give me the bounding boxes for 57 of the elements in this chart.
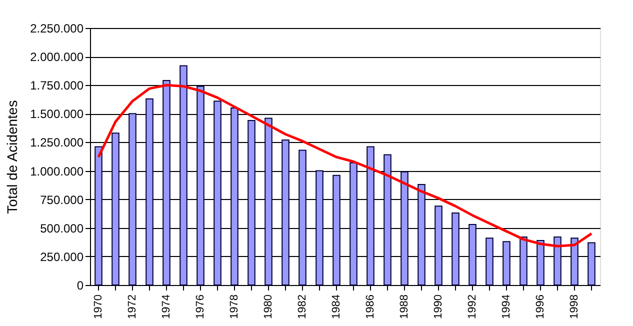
bar: [452, 212, 460, 286]
x-tick-label: 1994: [500, 294, 512, 319]
x-tick-label: 1992: [466, 294, 478, 319]
y-tick-label: 1.000.000: [30, 164, 84, 178]
bar: [434, 206, 442, 286]
bar: [282, 139, 290, 286]
line-series: [97, 84, 593, 248]
bar: [316, 170, 324, 286]
y-tick-label: 1.750.000: [30, 78, 84, 93]
x-tick-label: 1986: [364, 294, 376, 319]
y-tick-label: 0: [76, 278, 84, 292]
y-tick-label: 2.250.000: [30, 22, 84, 36]
y-tick-label: 250.000: [40, 250, 84, 264]
bar: [196, 86, 204, 286]
bar: [298, 150, 306, 286]
y-tick-label: 1.500.000: [30, 107, 84, 122]
bar: [180, 65, 188, 286]
x-tick-label: 1996: [534, 294, 546, 319]
x-tick-label: 1972: [126, 294, 138, 319]
x-tick-label: 1970: [92, 294, 104, 319]
bar: [214, 100, 222, 286]
bar: [112, 132, 120, 286]
bar: [128, 113, 136, 286]
y-tick-label: 750.000: [40, 192, 84, 207]
bar: [264, 118, 272, 286]
x-tick-label: 1984: [330, 294, 342, 319]
bar: [468, 224, 476, 286]
bar: [520, 236, 528, 286]
bar: [248, 120, 256, 286]
x-tick-label: 1974: [160, 294, 172, 319]
bar: [146, 98, 154, 286]
bar: [418, 184, 426, 286]
bar: [366, 146, 374, 286]
bar: [588, 242, 596, 286]
x-tick-label: 1982: [296, 294, 308, 319]
x-tick-label: 1988: [398, 294, 410, 319]
bar: [94, 146, 102, 286]
bar: [554, 236, 562, 286]
x-tick-label: 1978: [228, 294, 240, 319]
y-tick-label: 2.000.000: [30, 50, 84, 64]
x-tick-label: 1998: [568, 294, 580, 319]
bar: [400, 171, 408, 286]
bar: [230, 107, 238, 286]
bar: [384, 154, 392, 286]
x-tick-label: 1990: [432, 294, 444, 319]
bar: [536, 240, 544, 286]
bar: [570, 238, 578, 286]
bar: [162, 80, 170, 286]
x-tick-label: 1976: [194, 294, 206, 319]
x-tick-label: 1980: [262, 294, 274, 319]
y-tick-label: 500.000: [40, 221, 84, 236]
y-axis-title: Total de Acidentes: [4, 100, 20, 214]
bar: [350, 162, 358, 286]
bar: [332, 174, 340, 286]
y-tick-label: 1.250.000: [30, 136, 84, 150]
bar: [502, 241, 510, 286]
bar: [486, 238, 494, 286]
